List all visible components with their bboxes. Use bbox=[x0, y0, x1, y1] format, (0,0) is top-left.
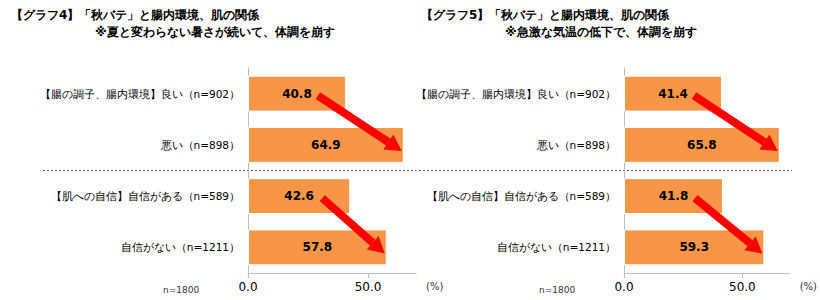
svg-text:(%): (%) bbox=[800, 281, 817, 292]
svg-text:42.6: 42.6 bbox=[284, 189, 314, 203]
svg-text:【腸の調子、腸内環境】良い（n=902）: 【腸の調子、腸内環境】良い（n=902） bbox=[416, 88, 617, 100]
svg-text:40.8: 40.8 bbox=[282, 87, 312, 101]
svg-text:41.8: 41.8 bbox=[659, 189, 689, 203]
svg-text:57.8: 57.8 bbox=[303, 240, 333, 254]
svg-text:41.4: 41.4 bbox=[658, 87, 688, 101]
svg-text:59.3: 59.3 bbox=[679, 240, 709, 254]
svg-text:【グラフ4】「秋バテ」と腸内環境、肌の関係: 【グラフ4】「秋バテ」と腸内環境、肌の関係 bbox=[11, 8, 260, 22]
svg-text:【腸の調子、腸内環境】良い（n=902）: 【腸の調子、腸内環境】良い（n=902） bbox=[40, 88, 241, 100]
svg-text:n=1800: n=1800 bbox=[539, 285, 575, 295]
svg-text:悪い（n=898）: 悪い（n=898） bbox=[160, 139, 241, 151]
svg-text:※急激な気温の低下で、体調を崩す: ※急激な気温の低下で、体調を崩す bbox=[505, 25, 697, 39]
svg-text:【肌への自信】自信がある（n=589）: 【肌への自信】自信がある（n=589） bbox=[427, 190, 617, 202]
svg-text:64.9: 64.9 bbox=[311, 138, 341, 152]
svg-text:n=1800: n=1800 bbox=[163, 285, 199, 295]
svg-text:0.0: 0.0 bbox=[614, 280, 633, 294]
svg-text:自信がない（n=1211）: 自信がない（n=1211） bbox=[121, 241, 240, 253]
svg-text:【肌への自信】自信がある（n=589）: 【肌への自信】自信がある（n=589） bbox=[51, 190, 241, 202]
svg-text:自信がない（n=1211）: 自信がない（n=1211） bbox=[497, 241, 616, 253]
svg-text:※夏と変わらない暑さが続いて、体調を崩す: ※夏と変わらない暑さが続いて、体調を崩す bbox=[95, 25, 335, 39]
svg-text:0.0: 0.0 bbox=[238, 280, 257, 294]
svg-text:(%): (%) bbox=[426, 281, 443, 292]
svg-text:65.8: 65.8 bbox=[687, 138, 717, 152]
svg-text:【グラフ5】「秋バテ」と腸内環境、肌の関係: 【グラフ5】「秋バテ」と腸内環境、肌の関係 bbox=[421, 8, 670, 22]
svg-text:50.0: 50.0 bbox=[729, 280, 756, 294]
svg-text:50.0: 50.0 bbox=[355, 280, 382, 294]
svg-text:悪い（n=898）: 悪い（n=898） bbox=[536, 139, 617, 151]
